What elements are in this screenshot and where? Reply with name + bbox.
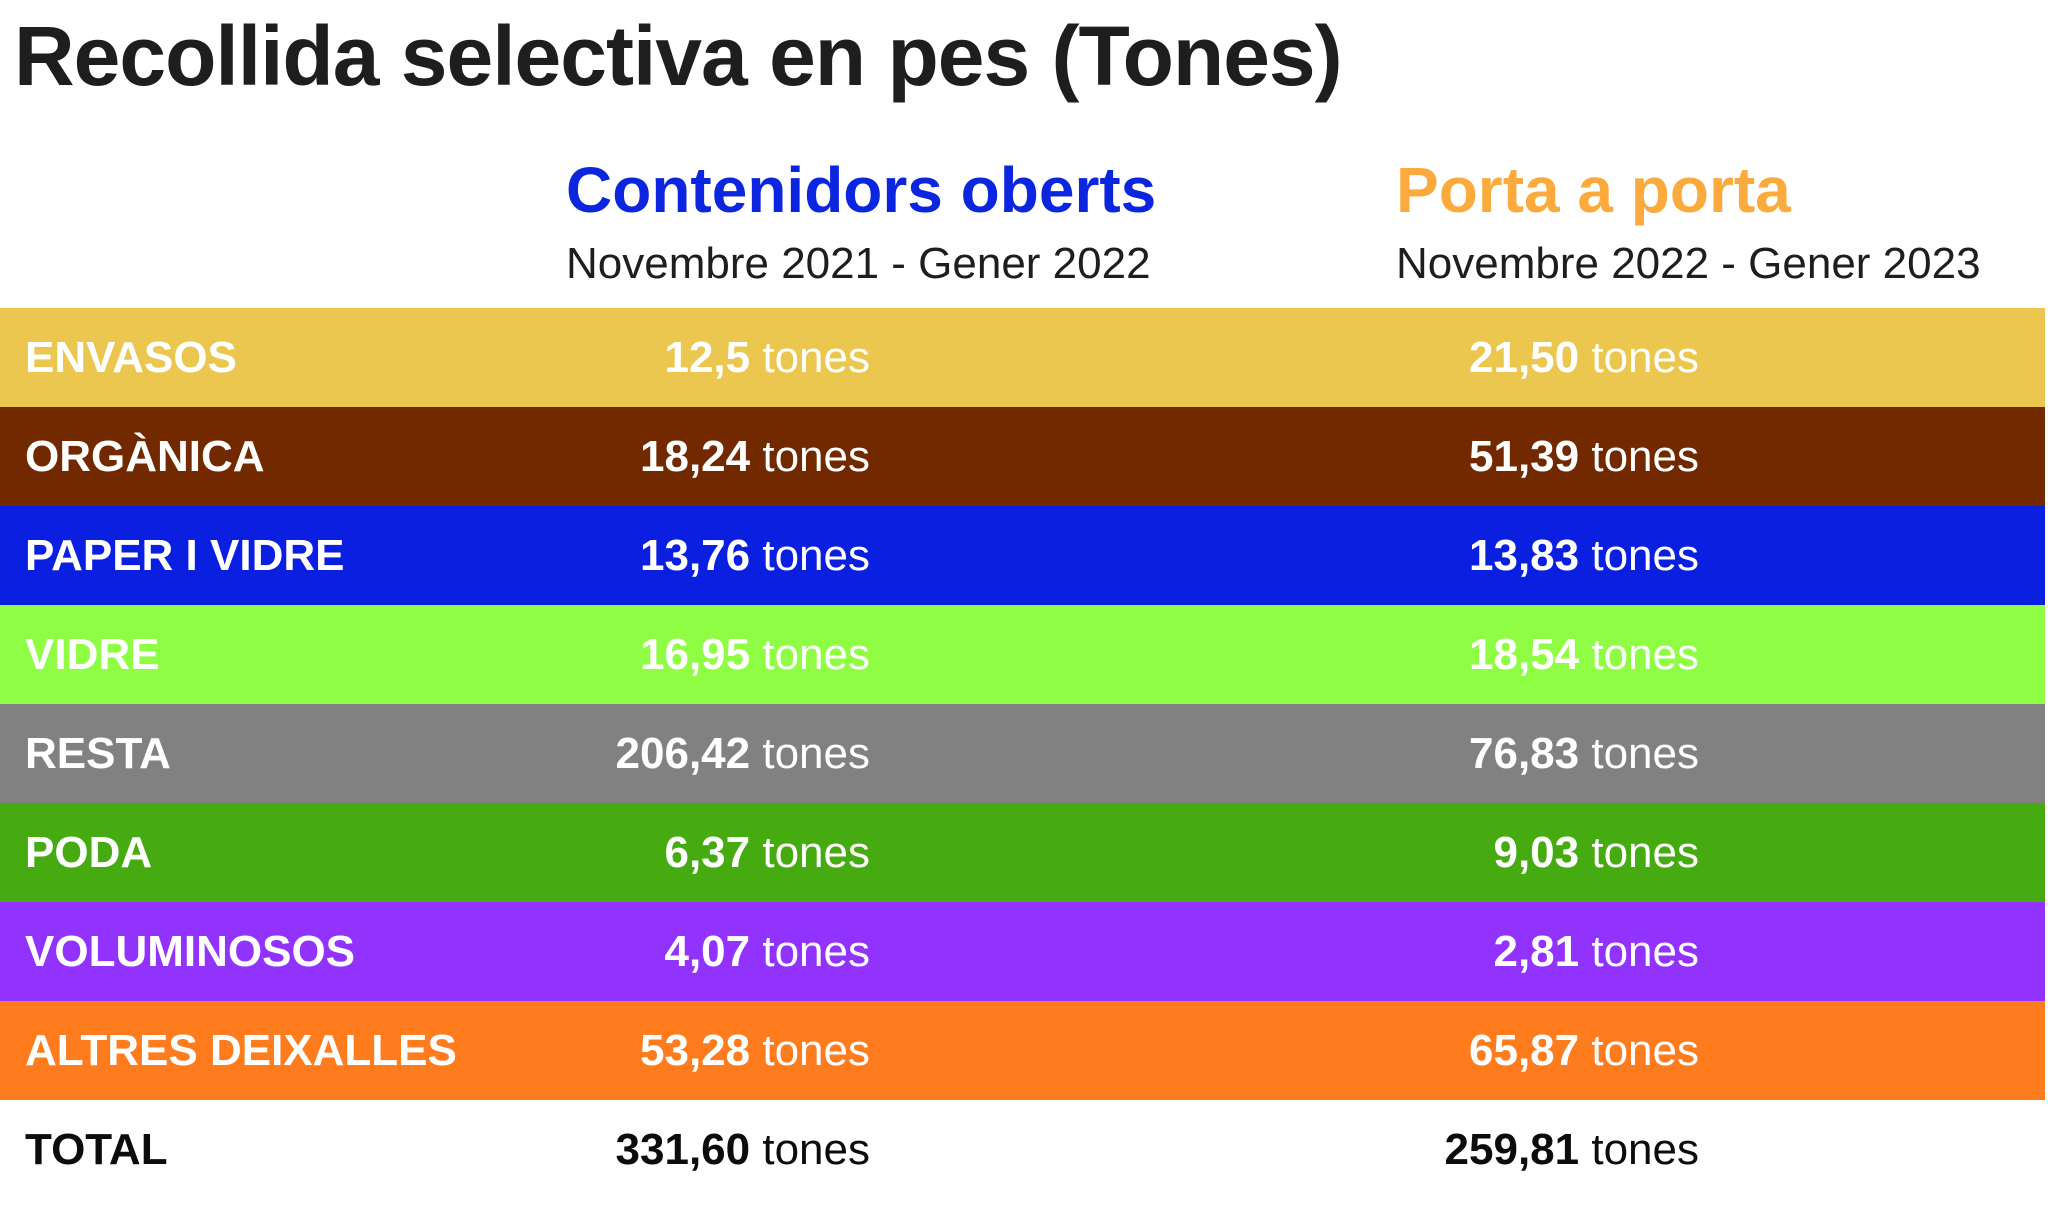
value-number: 206,42: [615, 729, 751, 778]
value-cell: 12,5 tones: [664, 308, 870, 407]
column-title: Contenidors oberts: [566, 154, 1157, 226]
value-cell: 331,60 tones: [616, 1100, 870, 1199]
table-row: RESTA 206,42 tones 76,83 tones: [0, 704, 2045, 803]
value-number: 9,03: [1493, 828, 1580, 877]
value-cell: 51,39 tones: [1469, 407, 1699, 506]
value-number: 53,28: [640, 1026, 751, 1075]
row-label: PODA: [25, 828, 153, 877]
value-cell: 206,42 tones: [616, 704, 870, 803]
value-cell: 9,03 tones: [1493, 803, 1699, 902]
row-label: VIDRE: [25, 630, 160, 679]
value-unit: tones: [1591, 1125, 1699, 1174]
value-unit: tones: [1591, 828, 1699, 877]
chart-title: Recollida selectiva en pes (Tones): [14, 9, 1343, 103]
row-label: TOTAL: [25, 1125, 168, 1174]
value-number: 6,37: [664, 828, 751, 877]
value-unit: tones: [762, 333, 870, 382]
value-cell: 259,81 tones: [1445, 1100, 1699, 1199]
value-unit: tones: [762, 531, 870, 580]
value-unit: tones: [762, 1125, 870, 1174]
column-header-contenidors-oberts: Contenidors oberts Novembre 2021 - Gener…: [566, 150, 1156, 292]
value-number: 18,24: [640, 432, 751, 481]
table-row: VOLUMINOSOS 4,07 tones 2,81 tones: [0, 902, 2045, 1001]
value-unit: tones: [1591, 1026, 1699, 1075]
value-cell: 21,50 tones: [1469, 308, 1699, 407]
value-number: 12,5: [664, 333, 751, 382]
value-number: 65,87: [1469, 1026, 1580, 1075]
value-number: 4,07: [664, 927, 751, 976]
value-unit: tones: [762, 630, 870, 679]
value-unit: tones: [1591, 927, 1699, 976]
value-number: 2,81: [1493, 927, 1580, 976]
value-unit: tones: [1591, 729, 1699, 778]
table-row: PAPER I VIDRE 13,76 tones 13,83 tones: [0, 506, 2045, 605]
value-number: 16,95: [640, 630, 751, 679]
value-unit: tones: [1591, 432, 1699, 481]
value-number: 51,39: [1469, 432, 1580, 481]
value-cell: 4,07 tones: [664, 902, 870, 1001]
total-row: TOTAL 331,60 tones 259,81 tones: [0, 1100, 2045, 1199]
value-cell: 6,37 tones: [664, 803, 870, 902]
value-number: 13,83: [1469, 531, 1580, 580]
value-unit: tones: [1591, 630, 1699, 679]
table-row: ALTRES DEIXALLES 53,28 tones 65,87 tones: [0, 1001, 2045, 1100]
value-unit: tones: [762, 1026, 870, 1075]
value-number: 21,50: [1469, 333, 1580, 382]
row-label: ALTRES DEIXALLES: [25, 1026, 457, 1075]
row-label: ENVASOS: [25, 333, 237, 382]
column-period: Novembre 2022 - Gener 2023: [1396, 239, 1981, 288]
row-label: RESTA: [25, 729, 171, 778]
data-table: ENVASOS 12,5 tones 21,50 tones ORGÀNICA 18,2…: [0, 308, 2045, 1199]
table-row: ENVASOS 12,5 tones 21,50 tones: [0, 308, 2045, 407]
value-unit: tones: [762, 729, 870, 778]
value-unit: tones: [1591, 333, 1699, 382]
value-unit: tones: [762, 432, 870, 481]
value-cell: 13,83 tones: [1469, 506, 1699, 605]
table-row: VIDRE 16,95 tones 18,54 tones: [0, 605, 2045, 704]
value-unit: tones: [1591, 531, 1699, 580]
value-cell: 18,24 tones: [640, 407, 870, 506]
value-cell: 76,83 tones: [1469, 704, 1699, 803]
column-period: Novembre 2021 - Gener 2022: [566, 239, 1151, 288]
value-number: 76,83: [1469, 729, 1580, 778]
table-row: ORGÀNICA 18,24 tones 51,39 tones: [0, 407, 2045, 506]
value-cell: 53,28 tones: [640, 1001, 870, 1100]
value-cell: 2,81 tones: [1493, 902, 1699, 1001]
row-label: VOLUMINOSOS: [25, 927, 356, 976]
table-row: PODA 6,37 tones 9,03 tones: [0, 803, 2045, 902]
value-number: 13,76: [640, 531, 751, 580]
value-cell: 16,95 tones: [640, 605, 870, 704]
value-number: 18,54: [1469, 630, 1580, 679]
value-number: 331,60: [615, 1125, 751, 1174]
value-unit: tones: [762, 828, 870, 877]
row-label: PAPER I VIDRE: [25, 531, 345, 580]
value-cell: 65,87 tones: [1469, 1001, 1699, 1100]
value-cell: 13,76 tones: [640, 506, 870, 605]
value-unit: tones: [762, 927, 870, 976]
column-title: Porta a porta: [1396, 154, 1791, 226]
value-number: 259,81: [1444, 1125, 1580, 1174]
column-header-porta-a-porta: Porta a porta Novembre 2022 - Gener 2023: [1396, 150, 1981, 292]
value-cell: 18,54 tones: [1469, 605, 1699, 704]
row-label: ORGÀNICA: [25, 432, 265, 481]
